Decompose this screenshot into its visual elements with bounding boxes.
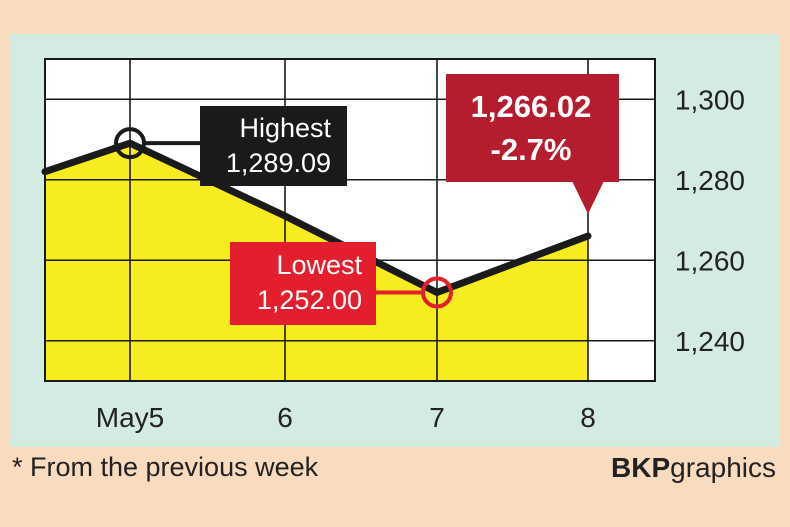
highest-box	[200, 106, 347, 186]
y-tick-label: 1,280	[675, 165, 745, 196]
plot-border	[44, 58, 656, 382]
index-line-chart: Highest 1,289.09 Lowest 1,252.00 1,266.02 -2.…	[41, 58, 745, 433]
y-axis-ticks: 1,240 1,260 1,280 1,300	[675, 84, 745, 357]
highest-label: Highest	[239, 113, 331, 143]
credit: BKPgraphics	[611, 452, 776, 484]
x-tick-label: 8	[580, 402, 596, 433]
x-tick-label: 7	[429, 402, 445, 433]
x-tick-label: 6	[277, 402, 293, 433]
series-line	[41, 139, 592, 296]
lowest-value: 1,252.00	[257, 285, 362, 315]
series-line-layer	[41, 139, 592, 296]
credit-suffix: graphics	[670, 452, 776, 483]
callouts: Highest 1,289.09 Lowest 1,252.00 1,266.02 -2.…	[142, 74, 619, 325]
latest-box	[446, 74, 619, 182]
x-axis-ticks: May5 6 7 8	[96, 402, 596, 433]
chart-panel: Highest 1,289.09 Lowest 1,252.00 1,266.02 -2.…	[10, 34, 779, 447]
lowest-label: Lowest	[276, 250, 362, 280]
credit-brand: BKP	[611, 452, 671, 483]
latest-value: 1,266.02	[471, 89, 592, 124]
y-tick-label: 1,300	[675, 84, 745, 115]
y-tick-label: 1,240	[675, 326, 745, 357]
highest-value: 1,289.09	[226, 148, 331, 178]
y-tick-label: 1,260	[675, 245, 745, 276]
lowest-box	[230, 242, 376, 325]
footnote: * From the previous week	[12, 452, 319, 482]
latest-change: -2.7%	[491, 132, 572, 167]
x-tick-label: May5	[96, 402, 164, 433]
latest-pointer	[572, 181, 604, 214]
gridlines	[44, 58, 656, 382]
